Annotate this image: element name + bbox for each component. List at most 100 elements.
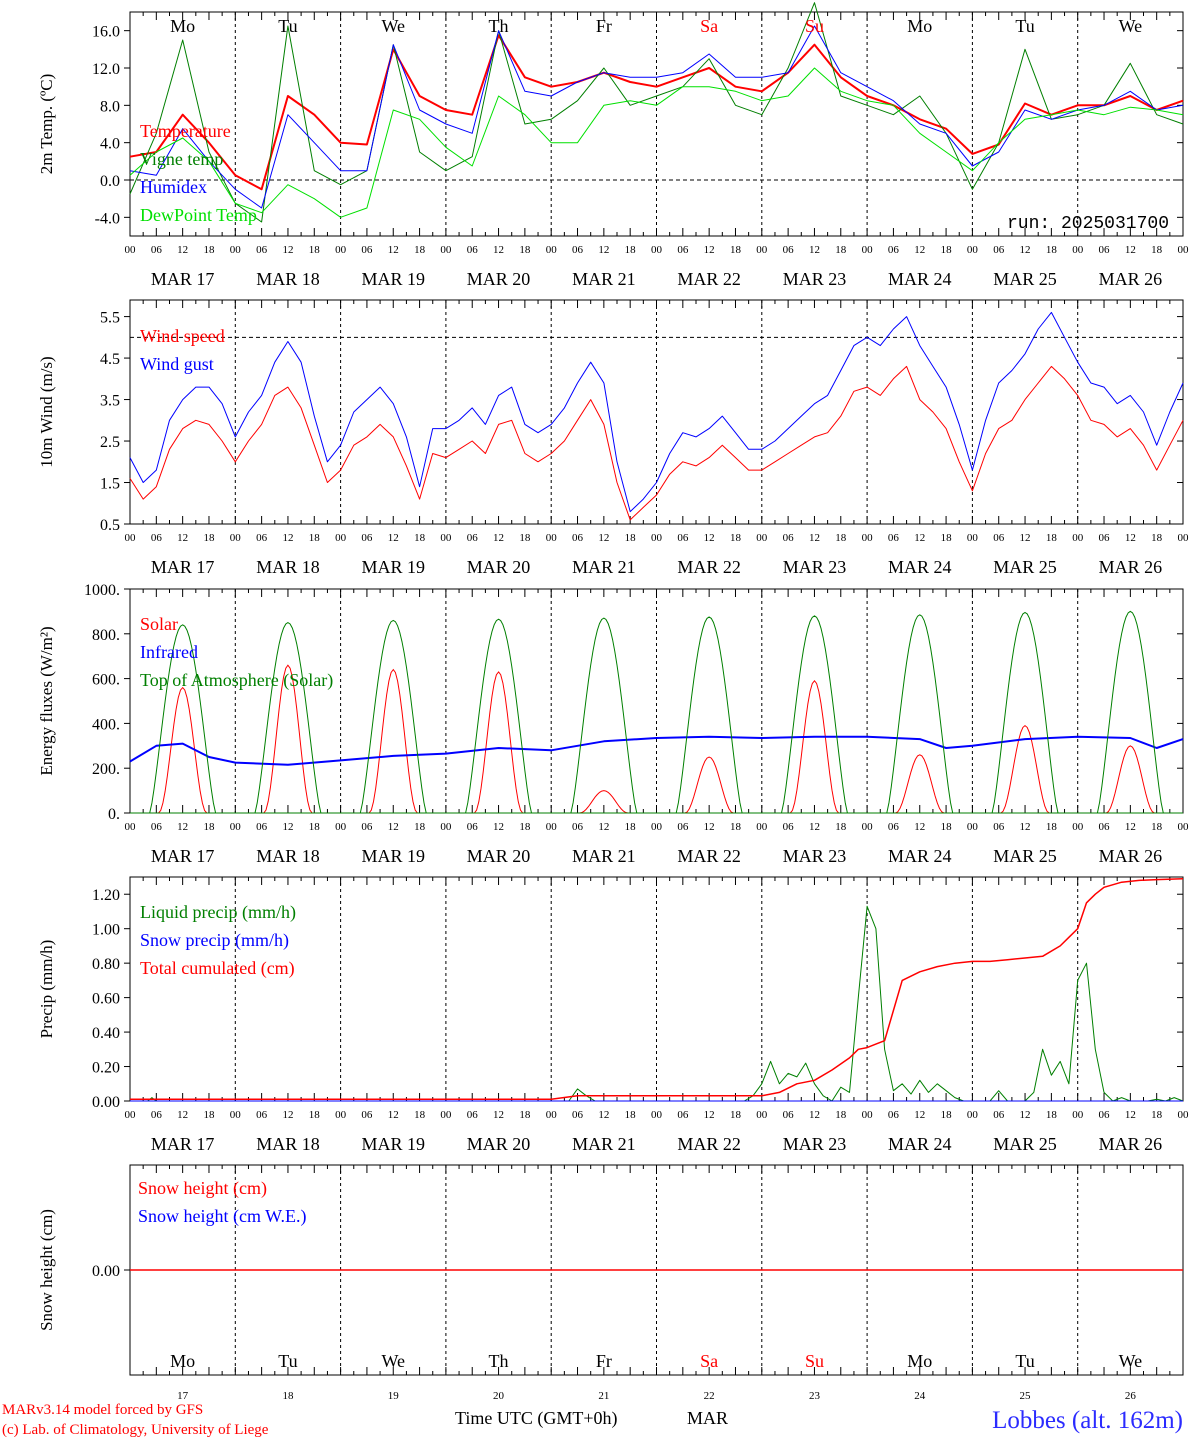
hour-tick-label: 12 (493, 244, 504, 256)
hour-tick-label: 00 (440, 532, 452, 544)
hour-tick-label: 18 (941, 821, 953, 833)
hour-tick-label: 12 (914, 532, 925, 544)
series-line (130, 905, 1184, 1102)
hour-tick-label: 12 (493, 821, 504, 833)
hour-tick-label: 06 (361, 1109, 373, 1121)
day-name: Th (489, 16, 509, 36)
hour-tick-label: 12 (177, 244, 188, 256)
hour-tick-label: 18 (730, 244, 742, 256)
hour-tick-label: 18 (414, 244, 426, 256)
hour-tick-label: 06 (1099, 821, 1111, 833)
solar-curve (684, 756, 734, 814)
legend-entry: Snow height (cm W.E.) (138, 1206, 307, 1227)
y-tick-label: 600. (92, 672, 120, 689)
hour-tick-label: 06 (783, 821, 795, 833)
date-label: MAR 24 (888, 846, 952, 866)
hour-tick-label: 06 (1099, 244, 1111, 256)
date-label: MAR 26 (1099, 846, 1163, 866)
hour-tick-label: 00 (1072, 1109, 1084, 1121)
y-tick-label: 1.5 (100, 476, 120, 493)
date-label: MAR 20 (467, 269, 531, 289)
date-label: MAR 21 (572, 557, 636, 577)
hour-tick-label: 00 (756, 821, 768, 833)
run-label: run: 2025031700 (1007, 214, 1169, 234)
hour-tick-label: 06 (677, 532, 689, 544)
date-label: MAR 17 (151, 557, 215, 577)
day-name: We (381, 1351, 405, 1371)
hour-tick-label: 18 (625, 532, 637, 544)
series-line (129, 2, 1184, 223)
hour-tick-label: 06 (888, 821, 900, 833)
y-tick-label: -4.0 (95, 210, 120, 227)
date-label: MAR 21 (572, 846, 636, 866)
hour-tick-label: 06 (467, 244, 479, 256)
legend-entry: Snow height (cm) (138, 1178, 267, 1199)
hour-tick-label: 06 (151, 532, 163, 544)
y-tick-label: 1.00 (92, 922, 120, 939)
toa-solar-curve (149, 624, 217, 814)
hour-tick-label: 12 (1020, 1109, 1031, 1121)
hour-tick-label: 06 (993, 821, 1005, 833)
solar-curve (579, 790, 629, 814)
day-name: Th (489, 1351, 509, 1371)
hour-tick-label: 06 (1099, 1109, 1111, 1121)
hour-tick-label: 18 (835, 1109, 847, 1121)
hour-tick-label: 18 (1046, 244, 1058, 256)
y-tick-label: 800. (92, 627, 120, 644)
series-line (129, 25, 1184, 209)
day-number: 26 (1125, 1390, 1137, 1402)
y-tick-label: 1000. (84, 582, 120, 599)
hour-tick-label: 12 (704, 532, 715, 544)
hour-tick-label: 06 (256, 1109, 268, 1121)
hour-tick-label: 18 (1151, 244, 1163, 256)
date-label: MAR 17 (151, 846, 215, 866)
hour-tick-label: 06 (361, 244, 373, 256)
day-number: 22 (704, 1390, 715, 1402)
day-name: Tu (1015, 16, 1034, 36)
solar-curve (1000, 724, 1050, 814)
legend-entry: Wind speed (140, 326, 225, 346)
solar-curve (368, 668, 418, 814)
day-name: We (1119, 16, 1143, 36)
date-label: MAR 21 (572, 269, 636, 289)
hour-tick-label: 12 (282, 821, 293, 833)
y-tick-label: 0.20 (92, 1060, 120, 1077)
hour-tick-label: 00 (230, 821, 242, 833)
hour-tick-label: 00 (756, 244, 768, 256)
hour-tick-label: 12 (493, 532, 504, 544)
toa-solar-curve (1096, 610, 1164, 814)
hour-tick-label: 00 (651, 821, 663, 833)
date-label: MAR 19 (361, 557, 425, 577)
y-tick-label: 8.0 (100, 98, 120, 115)
series-line (129, 311, 1184, 513)
hour-tick-label: 12 (388, 532, 399, 544)
day-name: Tu (278, 16, 297, 36)
legend-entry: Top of Atmosphere (Solar) (140, 670, 333, 691)
hour-tick-label: 18 (309, 1109, 321, 1121)
date-label: MAR 23 (783, 557, 847, 577)
hour-tick-label: 12 (177, 532, 188, 544)
date-label: MAR 18 (256, 846, 320, 866)
hour-tick-label: 18 (1151, 821, 1163, 833)
hour-tick-label: 00 (230, 1109, 242, 1121)
date-label: MAR 22 (677, 269, 741, 289)
hour-tick-label: 00 (651, 244, 663, 256)
hour-tick-label: 12 (1125, 244, 1136, 256)
day-number: 19 (388, 1390, 400, 1402)
day-number: 25 (1020, 1390, 1032, 1402)
hour-tick-label: 00 (1072, 532, 1084, 544)
hour-tick-label: 06 (677, 1109, 689, 1121)
hour-tick-label: 12 (598, 1109, 609, 1121)
day-name: Fr (596, 1351, 612, 1371)
legend-entry: Liquid precip (mm/h) (140, 902, 296, 923)
series-line (130, 877, 1184, 1101)
hour-tick-label: 18 (730, 821, 742, 833)
hour-tick-label: 06 (256, 821, 268, 833)
hour-tick-label: 00 (967, 244, 979, 256)
hour-tick-label: 06 (993, 532, 1005, 544)
y-tick-label: 2.5 (100, 434, 120, 451)
toa-solar-curve (675, 616, 743, 814)
hour-tick-label: 18 (1151, 1109, 1163, 1121)
hour-tick-label: 18 (625, 244, 637, 256)
